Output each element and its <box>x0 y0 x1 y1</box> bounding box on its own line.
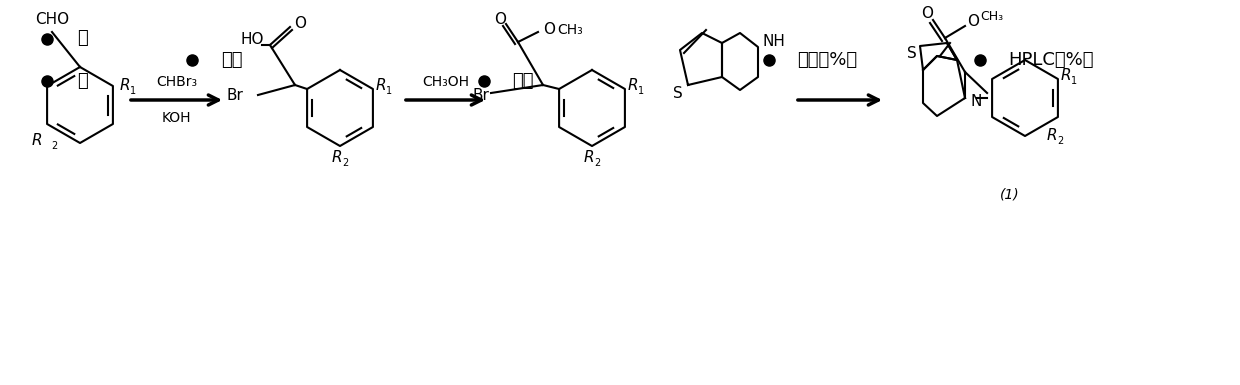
Text: 号: 号 <box>77 30 88 47</box>
Text: CH₃: CH₃ <box>980 10 1003 22</box>
Text: CH₃OH: CH₃OH <box>422 75 469 89</box>
Text: 产物: 产物 <box>512 72 533 90</box>
Text: HPLC（%）: HPLC（%） <box>1008 51 1094 69</box>
Text: 编: 编 <box>77 72 88 90</box>
Text: 2: 2 <box>51 141 57 151</box>
Text: 原料: 原料 <box>221 51 242 69</box>
Text: S: S <box>673 85 683 100</box>
Text: Br: Br <box>472 87 490 102</box>
Text: 1: 1 <box>1071 76 1078 86</box>
Text: O: O <box>494 12 506 27</box>
Text: R: R <box>1061 69 1071 84</box>
Text: O: O <box>294 17 306 32</box>
Text: O: O <box>543 22 556 37</box>
Text: O: O <box>967 15 980 30</box>
Text: R: R <box>31 134 42 148</box>
Text: R: R <box>1047 129 1058 143</box>
Text: S: S <box>908 47 916 62</box>
Text: CHBr₃: CHBr₃ <box>156 75 197 89</box>
Text: 2: 2 <box>594 158 600 168</box>
Text: N: N <box>970 94 981 109</box>
Text: (1): (1) <box>1001 188 1019 202</box>
Text: 1: 1 <box>130 86 136 96</box>
Text: NH: NH <box>763 35 786 50</box>
Text: Br: Br <box>226 87 243 102</box>
Text: R: R <box>376 79 387 94</box>
Text: 收率（%）: 收率（%） <box>797 51 857 69</box>
Text: CH₃: CH₃ <box>557 23 583 37</box>
Text: R: R <box>627 79 639 94</box>
Text: O: O <box>921 7 932 22</box>
Text: 2: 2 <box>342 158 348 168</box>
Text: R: R <box>120 79 130 94</box>
Text: R: R <box>332 151 342 166</box>
Text: 1: 1 <box>386 86 392 96</box>
Text: 2: 2 <box>1056 136 1063 146</box>
Text: 1: 1 <box>637 86 644 96</box>
Text: KOH: KOH <box>161 111 191 125</box>
Text: R: R <box>584 151 595 166</box>
Text: CHO: CHO <box>35 12 69 27</box>
Text: HO: HO <box>241 32 263 47</box>
